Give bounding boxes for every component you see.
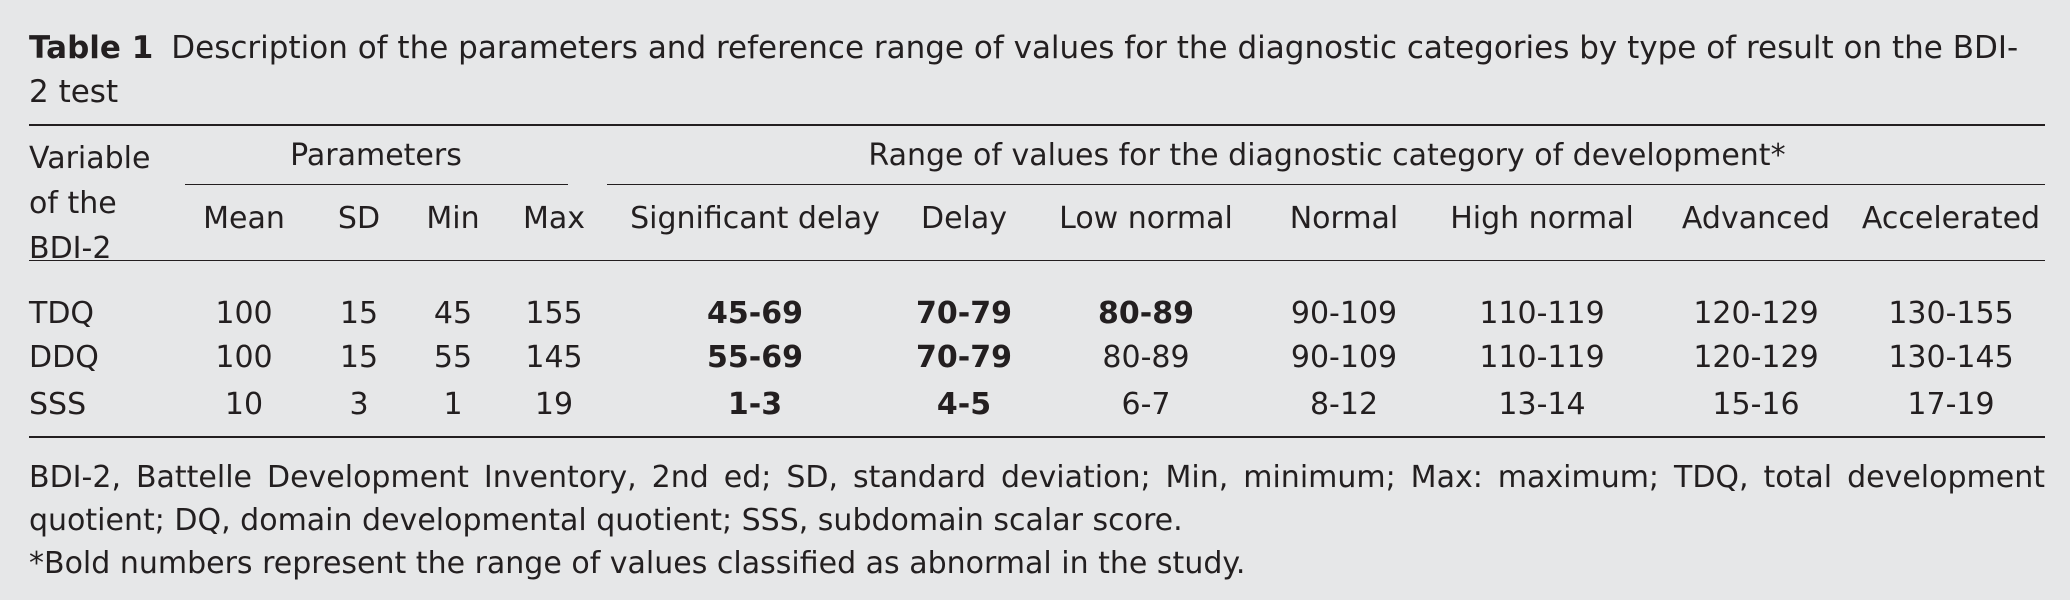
cell: 15 bbox=[339, 296, 379, 331]
cell: 15 bbox=[339, 340, 379, 375]
ranges-rule bbox=[607, 184, 2045, 185]
parameters-rule bbox=[185, 184, 568, 185]
cell: 19 bbox=[534, 387, 574, 422]
cell: 130-155 bbox=[1888, 296, 2014, 331]
footnote: BDI-2, Battelle Development Inventory, 2… bbox=[29, 460, 2045, 538]
cell: 90-109 bbox=[1290, 296, 1398, 331]
column-header: Normal bbox=[1289, 201, 1399, 236]
cell: 15-16 bbox=[1712, 387, 1800, 422]
column-header: Advanced bbox=[1681, 201, 1831, 236]
caption-text: Description of the parameters and refere… bbox=[29, 30, 2019, 110]
row-variable: DDQ bbox=[29, 340, 99, 375]
cell: 55-69 bbox=[707, 340, 803, 375]
ranges-header: Range of values for the diagnostic categ… bbox=[868, 138, 1786, 173]
row-variable: SSS bbox=[29, 387, 87, 422]
cell: 17-19 bbox=[1907, 387, 1995, 422]
column-header: High normal bbox=[1450, 201, 1634, 236]
cell: 110-119 bbox=[1479, 296, 1605, 331]
cell: 8-12 bbox=[1309, 387, 1379, 422]
cell: 1-3 bbox=[727, 387, 783, 422]
cell: 90-109 bbox=[1290, 340, 1398, 375]
cell: 4-5 bbox=[936, 387, 992, 422]
column-header: Delay bbox=[920, 201, 1008, 236]
caption-label: Table 1 bbox=[29, 30, 154, 66]
cell: 3 bbox=[349, 387, 369, 422]
column-header: Accelerated bbox=[1861, 201, 2041, 236]
cell: 145 bbox=[525, 340, 583, 375]
cell: 45-69 bbox=[707, 296, 803, 331]
column-header: Min bbox=[426, 201, 480, 236]
cell: 10 bbox=[224, 387, 264, 422]
parameters-header: Parameters bbox=[290, 138, 462, 173]
column-header: Significant delay bbox=[630, 201, 880, 236]
column-header: SD bbox=[337, 201, 381, 236]
cell: 80-89 bbox=[1102, 340, 1190, 375]
cell: 130-145 bbox=[1888, 340, 2014, 375]
column-header: Low normal bbox=[1059, 201, 1233, 236]
bottom-rule bbox=[29, 436, 2045, 438]
column-header: Max bbox=[522, 201, 586, 236]
top-rule bbox=[29, 124, 2045, 126]
row-variable: TDQ bbox=[29, 296, 95, 331]
cell: 70-79 bbox=[916, 340, 1012, 375]
cell: 1 bbox=[443, 387, 463, 422]
header-rule bbox=[29, 260, 2045, 261]
caption: Table 1 Description of the parameters and… bbox=[29, 26, 2019, 114]
cell: 100 bbox=[215, 340, 273, 375]
cell: 155 bbox=[525, 296, 583, 331]
footnotes: BDI-2, Battelle Development Inventory, 2… bbox=[29, 456, 2045, 585]
footnote: *Bold numbers represent the range of val… bbox=[29, 546, 1246, 581]
cell: 110-119 bbox=[1479, 340, 1605, 375]
variable-header: Variable of the BDI-2 bbox=[29, 141, 151, 266]
cell: 13-14 bbox=[1498, 387, 1586, 422]
cell: 45 bbox=[433, 296, 473, 331]
cell: 80-89 bbox=[1098, 296, 1194, 331]
column-header: Mean bbox=[203, 201, 285, 236]
cell: 120-129 bbox=[1693, 296, 1819, 331]
cell: 70-79 bbox=[916, 296, 1012, 331]
cell: 6-7 bbox=[1121, 387, 1171, 422]
cell: 100 bbox=[215, 296, 273, 331]
cell: 120-129 bbox=[1693, 340, 1819, 375]
cell: 55 bbox=[433, 340, 473, 375]
